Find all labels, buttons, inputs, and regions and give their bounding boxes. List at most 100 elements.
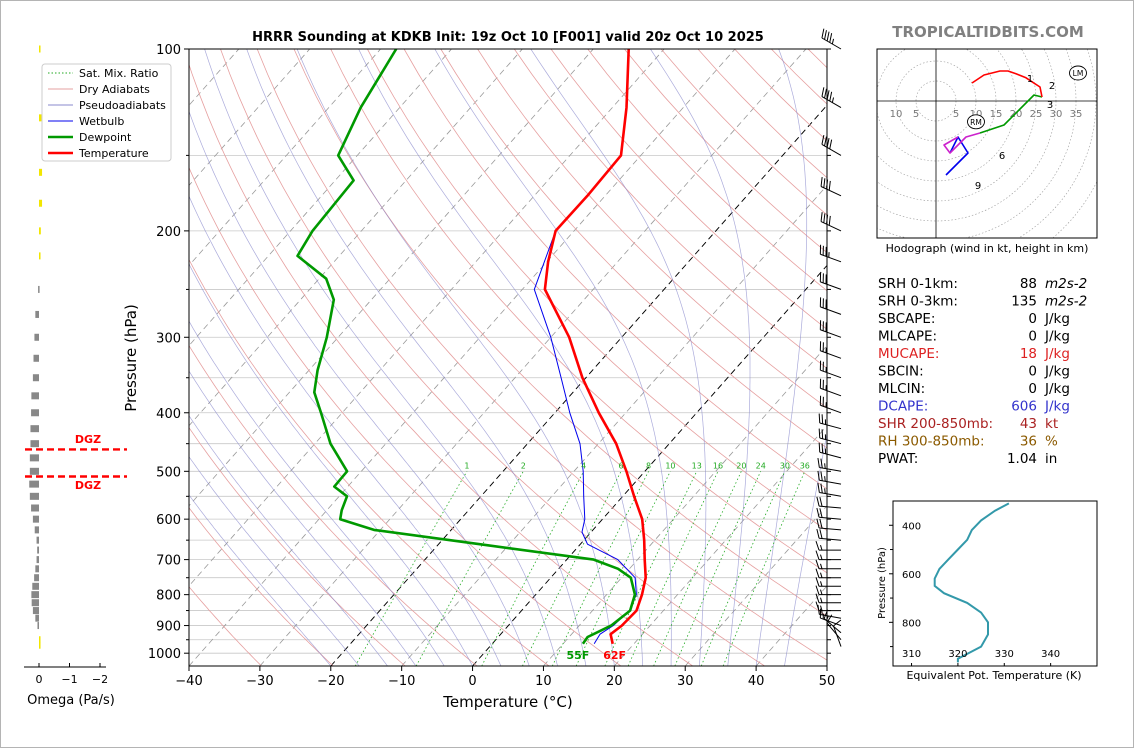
theta-e-ylabel: Pressure (hPa) — [877, 547, 888, 619]
wind-barb — [816, 569, 841, 578]
hodograph-trace — [944, 71, 1042, 175]
x-tick-label: 40 — [748, 674, 765, 689]
omega-bar — [34, 355, 39, 362]
barb-half-flag — [821, 545, 823, 550]
omega-bar — [30, 425, 39, 432]
dry-adiabat — [147, 49, 621, 666]
barb-half-flag — [825, 488, 826, 493]
x-tick-label: 30 — [677, 674, 694, 689]
isotherm-line — [1, 49, 26, 666]
wind-barb — [819, 429, 841, 444]
wind-barb — [818, 483, 841, 496]
hodograph-tick-labels: 1055101520253035 — [890, 109, 1083, 120]
barb-flag — [824, 213, 825, 222]
y-tick-label: 300 — [156, 331, 181, 346]
pseudoadiabat — [435, 49, 672, 666]
index-unit: J/kg — [1044, 364, 1070, 380]
dry-adiabat — [808, 49, 1133, 666]
omega-bar — [31, 504, 39, 511]
index-value: 43 — [1020, 416, 1037, 432]
omega-bar — [30, 468, 39, 475]
barb-flag — [821, 177, 822, 186]
omega-bar — [39, 200, 42, 207]
omega-bar — [39, 46, 41, 53]
barb-flag — [819, 414, 820, 423]
mixing-ratio-label: 8 — [646, 461, 651, 470]
mixing-ratio-label: 2 — [521, 461, 526, 470]
omega-xlabel: Omega (Pa/s) — [27, 693, 115, 708]
barb-half-flag — [821, 564, 823, 569]
barb-flag — [817, 529, 819, 538]
barb-staff — [820, 370, 841, 378]
index-unit: in — [1045, 451, 1057, 467]
mixing-ratio-label: 1 — [464, 461, 469, 470]
barb-flag — [822, 87, 824, 96]
hodograph-tick: 10 — [890, 109, 903, 120]
mixing-ratio-line — [552, 471, 648, 666]
storm-motion-label: LM — [1073, 69, 1084, 78]
barb-staff — [819, 492, 841, 496]
omega-bar — [29, 481, 39, 488]
index-unit: J/kg — [1044, 381, 1070, 397]
dgz-top-label: DGZ — [75, 433, 101, 446]
barb-flag — [816, 577, 819, 586]
pseudoadiabat — [148, 86, 501, 666]
wind-barb — [820, 361, 841, 378]
theta-e-x-label: 320 — [948, 649, 967, 660]
y-tick-label: 900 — [156, 620, 181, 635]
storm-motion-label: RM — [970, 118, 982, 127]
index-value: 1.04 — [1007, 451, 1037, 467]
wind-barb — [816, 551, 841, 560]
theta-e-line — [935, 503, 1009, 662]
chart-title: HRRR Sounding at KDKB Init: 19z Oct 10 [… — [252, 30, 764, 45]
y-tick-label: 400 — [156, 407, 181, 422]
y-tick-label: 1000 — [148, 647, 181, 662]
index-unit: m2s-2 — [1045, 276, 1087, 292]
x-tick-label: 10 — [535, 674, 552, 689]
barb-flag — [820, 529, 822, 538]
index-value: 606 — [1011, 399, 1037, 415]
pseudoadiabat — [531, 49, 706, 666]
omega-bar — [30, 454, 39, 461]
index-label: MUCAPE: — [878, 346, 939, 362]
hodograph-caption: Hodograph (wind in kt, height in km) — [886, 242, 1089, 255]
isotherm-line — [402, 49, 948, 666]
wind-barb — [816, 577, 841, 586]
barb-flag — [818, 458, 819, 467]
hodograph-height-label: 6 — [999, 151, 1005, 162]
barb-staff — [820, 438, 841, 444]
barb-staff — [822, 38, 841, 49]
barb-flag — [818, 483, 819, 492]
barb-half-flag — [825, 476, 826, 481]
omega-bar — [34, 574, 39, 581]
omega-tick-label: 0 — [36, 673, 43, 686]
hodograph-tick: 35 — [1070, 109, 1083, 120]
barb-flag — [825, 89, 827, 98]
barb-staff — [820, 405, 841, 413]
pseudoadiabat — [359, 49, 643, 666]
hodograph-height-label: 9 — [975, 181, 981, 192]
mixing-ratio-label: 36 — [800, 461, 810, 470]
y-tick-label: 200 — [156, 225, 181, 240]
omega-bar — [37, 547, 39, 554]
hodograph-frame — [877, 49, 1097, 238]
mixing-ratio-label: 30 — [780, 461, 790, 470]
omega-bar — [35, 615, 39, 622]
barb-half-flag — [822, 610, 823, 615]
barb-half-flag — [821, 555, 823, 560]
omega-bar — [35, 311, 39, 318]
barb-staff — [820, 423, 841, 429]
watermark: TROPICALTIDBITS.COM — [892, 23, 1084, 41]
index-value: 0 — [1028, 364, 1037, 380]
index-unit: J/kg — [1044, 399, 1070, 415]
index-value: 36 — [1020, 434, 1037, 450]
index-label: RH 300-850mb: — [878, 434, 985, 450]
mixing-ratio-line — [654, 471, 742, 666]
barb-flag — [816, 560, 819, 569]
